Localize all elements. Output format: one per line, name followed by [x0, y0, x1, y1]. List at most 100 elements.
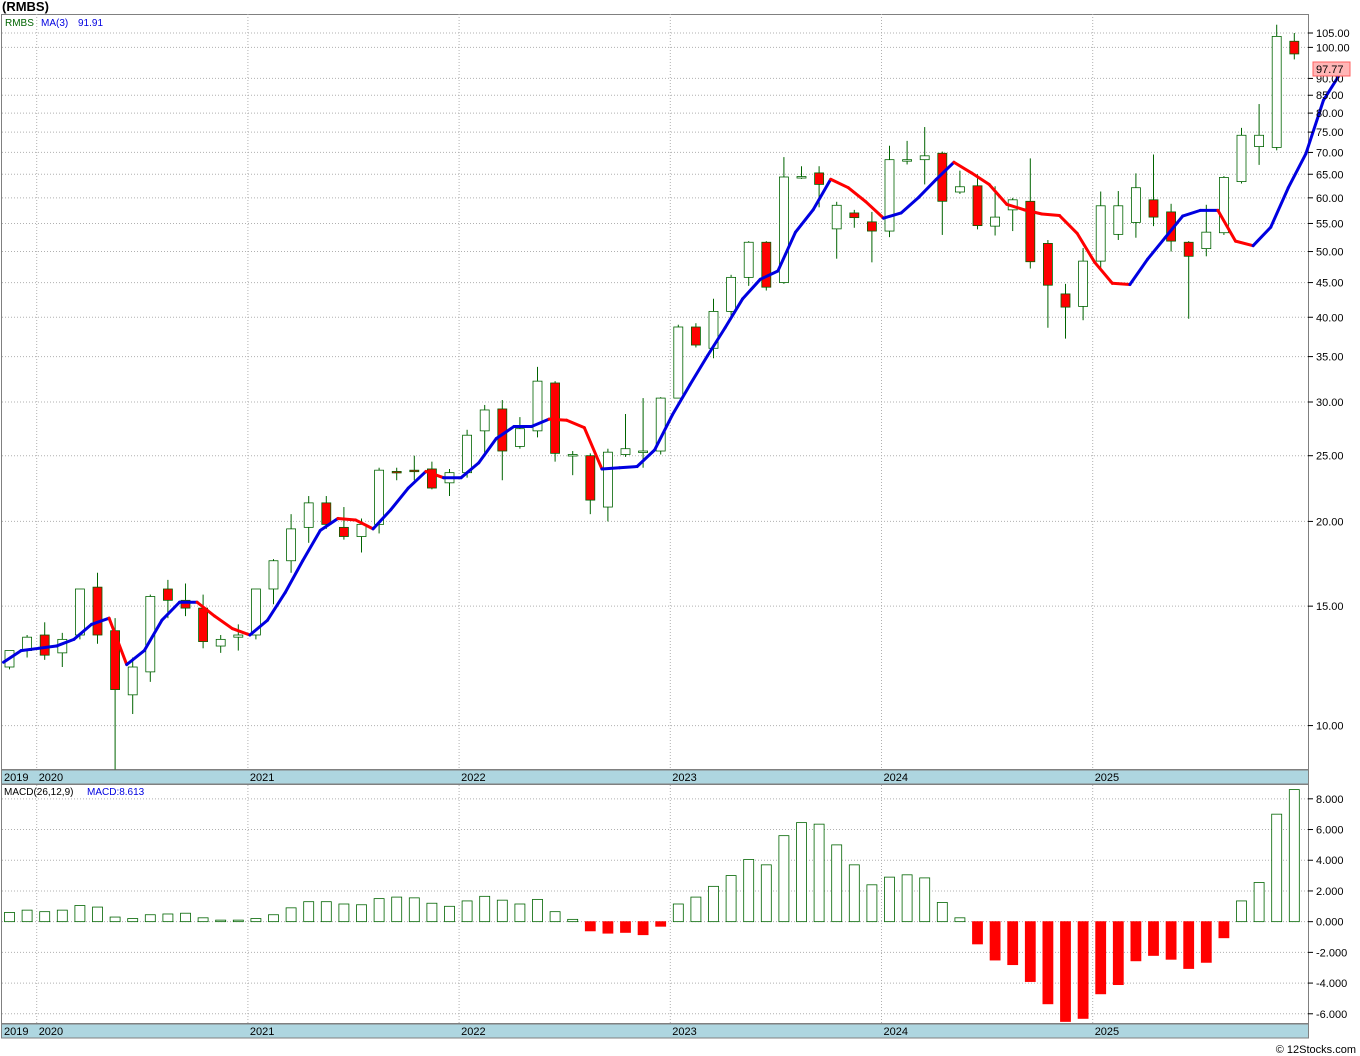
- macd-bar: [989, 921, 1001, 961]
- year-band-bottom: [1, 1023, 1309, 1039]
- ma-segment: [1163, 214, 1185, 240]
- ma-segment: [530, 417, 551, 429]
- macd-tick-label: -2.000: [1316, 947, 1347, 959]
- macd-bar: [1218, 921, 1230, 939]
- ma-segment: [1234, 239, 1255, 248]
- candle-body: [884, 159, 895, 232]
- macd-tick-label: 0.000: [1316, 917, 1344, 929]
- macd-bar: [162, 913, 174, 923]
- macd-legend-label: MACD(26,12,9): [4, 787, 73, 798]
- candle-body: [972, 185, 983, 227]
- macd-tick-label: 8.000: [1316, 794, 1344, 806]
- macd-bar: [672, 903, 684, 923]
- ma-segment: [776, 230, 797, 273]
- ma-segment: [142, 618, 164, 653]
- candle-body: [1025, 200, 1036, 263]
- macd-bar: [426, 902, 438, 923]
- candle-body: [849, 212, 860, 219]
- macd-bar: [1165, 921, 1177, 960]
- candlesticks: [4, 24, 1300, 770]
- macd-bar: [373, 898, 385, 923]
- macd-tick-label: -4.000: [1316, 978, 1347, 990]
- candle-body: [1113, 205, 1124, 235]
- ma-segment: [864, 200, 885, 220]
- ma-segment: [459, 461, 481, 480]
- macd-bar: [936, 902, 948, 923]
- ma-segment: [301, 528, 322, 563]
- price-tick-label: 55.00: [1316, 218, 1344, 230]
- macd-panel: [1, 784, 1309, 1024]
- candle-body: [409, 469, 420, 473]
- price-axis: 105.00100.0090.0085.0080.0075.0070.0065.…: [1308, 28, 1350, 733]
- ma-segment: [565, 418, 586, 430]
- macd-bar: [285, 907, 297, 923]
- macd-bar: [549, 911, 561, 923]
- ma-segment: [389, 486, 410, 512]
- candle-body: [814, 172, 824, 185]
- macd-bar: [215, 919, 227, 923]
- candle-body: [585, 455, 596, 501]
- year-label: 2024: [884, 772, 908, 784]
- candle-body: [1201, 231, 1212, 250]
- year-label: 2022: [461, 1026, 485, 1038]
- macd-bar: [584, 921, 596, 932]
- year-label: 2025: [1095, 772, 1119, 784]
- candle-body: [655, 397, 666, 452]
- ma-segment: [1181, 208, 1202, 218]
- candle-body: [1236, 134, 1247, 183]
- macd-bar: [620, 921, 631, 933]
- ma-segment: [230, 627, 252, 637]
- ma-segment: [653, 413, 674, 452]
- price-tick-label: 10.00: [1316, 721, 1344, 733]
- macd-bar: [831, 844, 843, 923]
- candle-body: [1078, 260, 1088, 307]
- macd-bar: [1271, 813, 1283, 923]
- candle-body: [779, 176, 789, 283]
- macd-bar: [338, 903, 350, 923]
- macd-bar: [268, 914, 279, 923]
- ma-segment: [2, 649, 23, 664]
- ma-segment: [125, 649, 146, 667]
- ma-segment: [318, 516, 340, 532]
- last-price-tag: 97.77: [1316, 64, 1344, 76]
- macd-bar: [1148, 921, 1159, 956]
- candle-body: [515, 428, 525, 447]
- ma-segment: [19, 646, 41, 653]
- candle-body: [39, 634, 50, 656]
- macd-bar: [1236, 900, 1247, 923]
- ma-segment: [54, 637, 76, 648]
- ma-segment: [37, 644, 58, 650]
- year-gridlines: [36, 14, 1094, 770]
- macd-bar: [901, 874, 913, 923]
- year-labels-bottom: 2019 2020 2021 2022 2023 2024 2025: [4, 1026, 1119, 1038]
- ma-segment: [336, 516, 357, 522]
- ma-segment: [1251, 225, 1273, 248]
- price-tick-label: 85.00: [1316, 90, 1344, 102]
- ma-segment: [987, 182, 1009, 206]
- macd-bar: [4, 912, 15, 923]
- year-label: 2024: [884, 1026, 908, 1038]
- price-tick-label: 105.00: [1316, 28, 1350, 40]
- ma-segment: [635, 448, 657, 468]
- candle-body: [726, 276, 736, 312]
- macd-tick-label: 4.000: [1316, 855, 1344, 867]
- ma-segment: [1322, 70, 1343, 102]
- price-tick-label: 40.00: [1316, 312, 1344, 324]
- macd-bar: [391, 896, 403, 923]
- macd-bar: [197, 917, 209, 923]
- macd-bar: [39, 911, 51, 923]
- macd-bar: [813, 823, 825, 923]
- macd-bar: [408, 897, 420, 923]
- candle-body: [902, 159, 912, 162]
- macd-bar: [1130, 921, 1142, 962]
- candle-body: [497, 408, 508, 452]
- candle-body: [567, 454, 578, 457]
- candle-body: [1254, 134, 1264, 148]
- candle-body: [250, 588, 261, 636]
- year-label: 2021: [250, 1026, 274, 1038]
- macd-bar: [1042, 921, 1054, 1005]
- ma-segment: [72, 622, 93, 641]
- candle-body: [1289, 40, 1300, 55]
- year-label: 2023: [672, 772, 696, 784]
